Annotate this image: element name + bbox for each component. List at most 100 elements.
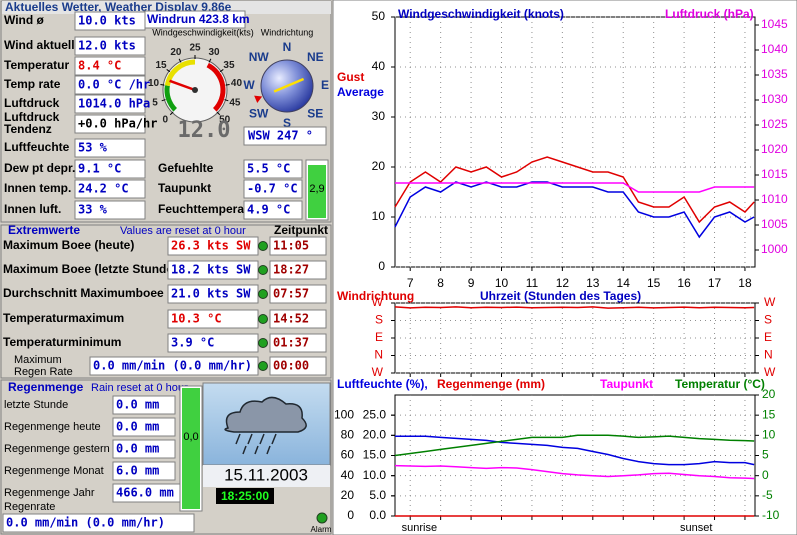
x-tick-label: 18 (738, 276, 752, 290)
gauge-tick (208, 58, 212, 63)
series-line (394, 156, 755, 224)
plot-area (394, 16, 756, 268)
row-label: Temperatur (4, 58, 69, 72)
x-tick-label: 8 (437, 276, 444, 290)
y-tick-label: 1010 (761, 192, 788, 206)
y-tick-label: 100 (334, 407, 354, 421)
gauge-hub (192, 87, 198, 93)
y-tick-label: 1030 (761, 92, 788, 106)
led (258, 314, 268, 324)
section-note: Rain reset at 0 hour (91, 382, 188, 394)
extreme-time: 01:37 (273, 336, 309, 350)
series-line (395, 435, 755, 466)
gauge-tick-label: 35 (223, 60, 235, 71)
alarm-label: Alarm (311, 525, 332, 534)
compass-point: E (321, 78, 329, 92)
y-tick-label: 15.0 (363, 448, 387, 462)
extreme-value: 10.3 °C (171, 312, 222, 326)
y-tick-label: 50 (372, 9, 386, 23)
y-tick-label: 20 (372, 159, 386, 173)
time-header: Zeitpunkt (274, 223, 328, 237)
gauge-tick (219, 69, 224, 73)
gauge-tick-label: 10 (148, 78, 160, 89)
led (258, 265, 268, 275)
bar-value: 2,9 (309, 183, 324, 195)
extreme-label: Durchschnitt Maximumboee (3, 286, 164, 300)
gauge-band (164, 85, 178, 112)
bar-fill (182, 388, 200, 509)
time-field (269, 284, 327, 304)
chart-label: Regenmenge (mm) (437, 377, 545, 391)
rain-value: 6.0 mm (116, 464, 159, 478)
extreme-label: Maximum Boee (heute) (3, 238, 134, 252)
row-label: Dew pt depr. (4, 161, 75, 175)
gauge-band (164, 59, 196, 87)
row-label: Luftfeuchte (4, 140, 70, 154)
alarm-led (316, 512, 328, 524)
compass-marker (254, 95, 263, 103)
value-field (74, 159, 146, 179)
row-value: -0.7 °C (247, 182, 298, 196)
value-field (74, 94, 146, 114)
y-tick-label: 40 (341, 468, 355, 482)
y-tick-label: -10 (762, 508, 780, 522)
row-label: Temp rate (4, 77, 61, 91)
value-field (74, 200, 146, 220)
y-tick-label: 1025 (761, 117, 788, 131)
y-tick-label: S (764, 313, 772, 327)
compass-point: W (243, 78, 255, 92)
row-value: 24.2 °C (78, 182, 129, 196)
gauge-needle (169, 79, 196, 92)
compass-display: WSW 247 ° (248, 129, 313, 143)
rain-label: Regenmenge heute (4, 421, 101, 433)
time-field (269, 356, 327, 376)
value-field (74, 11, 146, 31)
extremes-frame (0, 224, 332, 379)
row-value: 1014.0 hPa (78, 97, 150, 111)
led (258, 361, 268, 371)
gauge-tick (225, 84, 230, 86)
row-value: 8.4 °C (78, 59, 121, 73)
x-tick-label: 13 (586, 276, 600, 290)
extreme-value: 0.0 mm/min (0.0 mm/hr) (93, 359, 252, 373)
gauge-tick-label: 15 (155, 60, 167, 71)
gauge-tick (216, 111, 221, 116)
y-tick-label: 1000 (761, 242, 788, 256)
row-label: Taupunkt (158, 181, 211, 195)
clock-frame (216, 488, 274, 504)
row-label: Gefuehlte (158, 161, 214, 175)
y-tick-label: 10.0 (363, 468, 387, 482)
rain-value: 0.0 mm (116, 442, 159, 456)
gauge-tick (224, 99, 229, 102)
y-tick-label: -5 (762, 488, 773, 502)
value-field (243, 179, 303, 199)
y-tick-label: 20.0 (363, 428, 387, 442)
led (258, 241, 268, 251)
extreme-label: Maximum Regen Rate (14, 354, 73, 378)
value-field (243, 200, 303, 220)
y-tick-label: 40 (372, 59, 386, 73)
x-tick-label: 7 (407, 276, 414, 290)
chart-label: Luftdruck (hPa) (665, 7, 754, 21)
extreme-value: 26.3 kts SW (171, 239, 251, 253)
y-tick-label: 1005 (761, 217, 788, 231)
row-value: +0.0 hPa/hr (78, 117, 157, 131)
y-tick-label: S (375, 313, 383, 327)
row-label-line: Tendenz (4, 122, 52, 136)
value-field (74, 138, 146, 158)
x-tick-label: 15 (647, 276, 661, 290)
value-field (74, 36, 146, 56)
value-field (74, 114, 146, 134)
chart-label: Average (337, 85, 384, 99)
value-field (112, 439, 176, 459)
rain-value: 0.0 mm (116, 398, 159, 412)
y-tick-label: 1020 (761, 142, 788, 156)
gauge-tick-label: 5 (152, 98, 158, 109)
x-tick-label: 12 (556, 276, 570, 290)
gauge-tick-label: 50 (219, 114, 231, 125)
row-label: Wind aktuell (4, 38, 75, 52)
y-tick-label: E (375, 330, 383, 344)
value-field (112, 461, 176, 481)
value-field (112, 417, 176, 437)
